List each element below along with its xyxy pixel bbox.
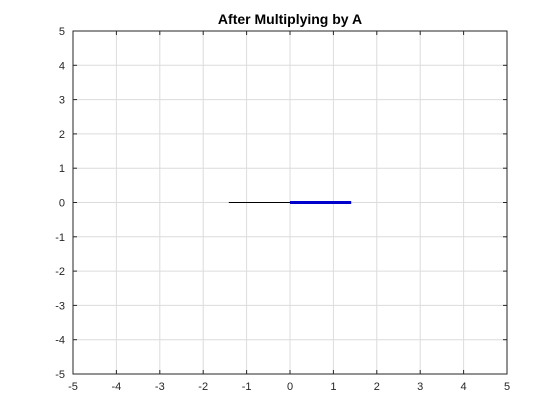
y-tick-label: -3 [55,300,65,312]
y-tick-label: 2 [59,129,65,141]
x-tick-label: -3 [155,381,165,393]
y-tick-label: 3 [59,95,65,107]
y-tick-label: 1 [59,163,65,175]
y-tick-label: -1 [55,232,65,244]
chart-title: After Multiplying by A [218,11,362,27]
x-tick-label: 2 [374,381,380,393]
x-tick-label: -4 [112,381,122,393]
y-tick-label: 0 [59,198,65,210]
axis-ticks: -5 -4 -3 -2 -1 0 1 2 3 4 5 -5 -4 -3 -2 -1 0 1 2 3 4 5 [55,26,510,393]
y-tick-label: -2 [55,266,65,278]
x-tick-label: 3 [417,381,423,393]
y-tick-label: -4 [55,335,65,347]
x-tick-label: 5 [504,381,510,393]
x-tick-label: 4 [461,381,467,393]
x-tick-label: -1 [242,381,252,393]
y-tick-label: -5 [55,369,65,381]
y-tick-label: 5 [59,26,65,38]
x-tick-label: 1 [330,381,336,393]
x-tick-label: -5 [68,381,78,393]
x-tick-label: 0 [287,381,293,393]
x-tick-label: -2 [198,381,208,393]
y-tick-label: 4 [59,60,65,72]
